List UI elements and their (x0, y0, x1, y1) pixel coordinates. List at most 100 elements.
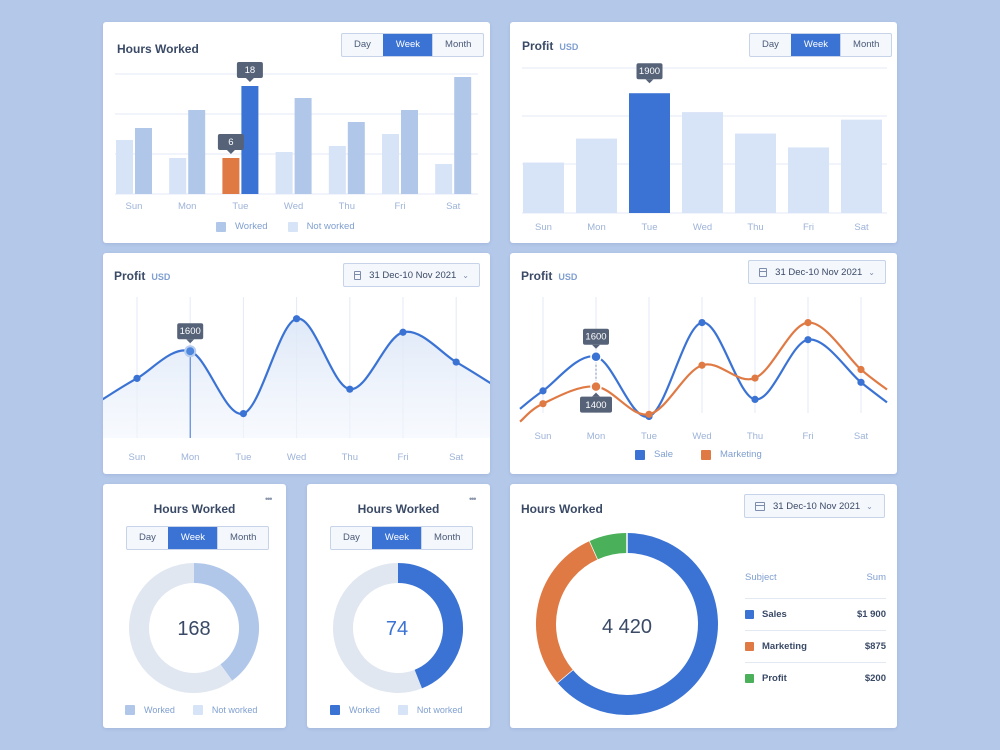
profit-bar-chart: Sun Mon Tue 1900 Wed Thu Fri Sat (522, 63, 887, 233)
x-tick-label: Wed (287, 452, 306, 463)
period-switch: Day Week Month (749, 33, 893, 57)
point-tue (239, 409, 247, 418)
point-marketing-wed (698, 361, 706, 369)
tab-week[interactable]: Week (790, 34, 841, 56)
point-marketing-sat (857, 365, 865, 374)
x-tick-label: Fri (394, 201, 405, 212)
x-tick-label: Tue (232, 201, 248, 212)
date-range-picker[interactable]: 31 Dec-10 Nov 2021 ⌄ (748, 260, 886, 284)
row-subject: Profit (745, 673, 787, 684)
bar-worked-fri (401, 110, 418, 194)
point-sale-sat (857, 378, 865, 386)
subjects-table: Subject Sum Sales $1 900 Marketing $875 … (745, 572, 886, 694)
legend-swatch-marketing (701, 449, 712, 460)
donut-slice-sales (557, 533, 718, 715)
legend-item-worked: Worked (125, 705, 175, 715)
card-title-text: Profit (522, 39, 554, 53)
area-fill (103, 318, 490, 438)
date-range-picker[interactable]: 31 Dec-10 Nov 2021 ⌄ (744, 494, 885, 518)
x-tick-label: Mon (181, 452, 199, 463)
bar-not-worked-tue (222, 158, 240, 194)
chart-legend: Worked Not worked (216, 221, 355, 232)
unit-label: USD (151, 272, 171, 282)
row-subject-label: Marketing (762, 641, 807, 652)
bar-not-worked-mon (169, 158, 187, 194)
tab-day[interactable]: Day (762, 39, 779, 50)
x-tick-label: Wed (284, 201, 303, 212)
profit-line-chart: Sun Mon Tue Wed Thu Fri Sat 1600 1400 (519, 297, 888, 442)
point-marketing-fri (804, 319, 812, 327)
bar-fri (788, 147, 829, 213)
x-tick-label: Fri (802, 431, 813, 442)
point-marketing-mon (590, 380, 602, 393)
tab-day[interactable]: Day (354, 39, 371, 50)
date-range-label: 31 Dec-10 Nov 2021 (775, 266, 863, 278)
card-title: Hours Worked (117, 42, 199, 56)
legend-item-marketing: Marketing (701, 449, 762, 460)
tab-month[interactable]: Month (217, 527, 268, 549)
legend-swatch-sale (635, 449, 645, 460)
table-row: Sales $1 900 (745, 598, 886, 630)
x-tick-label: Mon (178, 201, 196, 212)
point-wed (293, 315, 301, 323)
point-marketing-tue (645, 410, 653, 418)
point-sun (133, 374, 141, 382)
x-tick-label: Sat (854, 222, 869, 233)
tab-month[interactable]: Month (421, 527, 472, 549)
tab-week[interactable]: Week (371, 527, 422, 549)
card-title-text: Profit (114, 269, 146, 283)
x-tick-label: Sat (446, 201, 461, 212)
row-subject-label: Profit (762, 673, 787, 684)
x-tick-label: Thu (342, 452, 358, 463)
card-title: Profit USD (522, 39, 578, 53)
bar-worked-thu (347, 122, 365, 194)
period-switch: Day Week Month (330, 526, 474, 550)
row-sum: $200 (864, 673, 886, 684)
tab-week[interactable]: Week (167, 527, 218, 549)
x-tick-label: Sun (535, 431, 552, 442)
bar-sun (523, 162, 564, 213)
row-swatch (745, 674, 754, 683)
more-options-icon[interactable]: ••• (265, 494, 273, 504)
point-sale-sun (539, 387, 547, 395)
legend-item-not-worked: Not worked (287, 221, 355, 232)
hours-worked-bar-card: Hours Worked Day Week Month Sun Mon Tue 6 18… (103, 22, 490, 243)
unit-label: USD (558, 272, 578, 282)
chart-legend: Worked Not worked (330, 705, 462, 715)
period-switch: Day Week Month (341, 33, 485, 57)
tooltip-not-worked-pointer (226, 150, 235, 154)
legend-label: Worked (235, 221, 268, 232)
point-marketing-thu (751, 374, 759, 382)
x-tick-label: Fri (397, 452, 408, 463)
row-swatch (745, 610, 754, 619)
date-range-picker[interactable]: 31 Dec-10 Nov 2021 ⌄ (343, 263, 480, 287)
tooltip-profit-label: 1600 (180, 326, 201, 337)
bar-wed (682, 112, 723, 213)
donut-center-value: 168 (177, 618, 211, 640)
profit-area-chart: Sun Mon 1600 Tue Wed Thu Fri Sat (103, 297, 490, 463)
x-tick-label: Tue (641, 431, 657, 442)
x-tick-label: Tue (641, 222, 657, 233)
donut-center-value: 74 (385, 618, 409, 640)
bar-tue (629, 93, 670, 213)
tab-day[interactable]: Day (139, 532, 156, 543)
tab-week[interactable]: Week (382, 34, 433, 56)
point-sale-fri (804, 336, 812, 344)
tooltip-marketing-pointer (592, 392, 600, 397)
more-options-icon[interactable]: ••• (469, 494, 477, 504)
point-marketing-sun (539, 400, 547, 408)
tooltip-profit-pointer (186, 339, 195, 344)
tab-month[interactable]: Month (432, 34, 483, 56)
donut-center-value: 4 420 (601, 616, 653, 638)
tab-day[interactable]: Day (343, 532, 360, 543)
tab-month[interactable]: Month (840, 34, 891, 56)
donut-slice-marketing (536, 541, 599, 683)
legend-swatch-worked (330, 705, 340, 715)
legend-swatch-worked (216, 221, 226, 232)
x-tick-label: Mon (587, 431, 605, 442)
bar-not-worked-fri (382, 134, 399, 194)
card-title: Hours Worked (521, 502, 603, 516)
legend-swatch-not-worked (287, 221, 298, 232)
legend-item-not-worked: Not worked (397, 705, 462, 715)
donut-slice-worked (193, 563, 259, 681)
